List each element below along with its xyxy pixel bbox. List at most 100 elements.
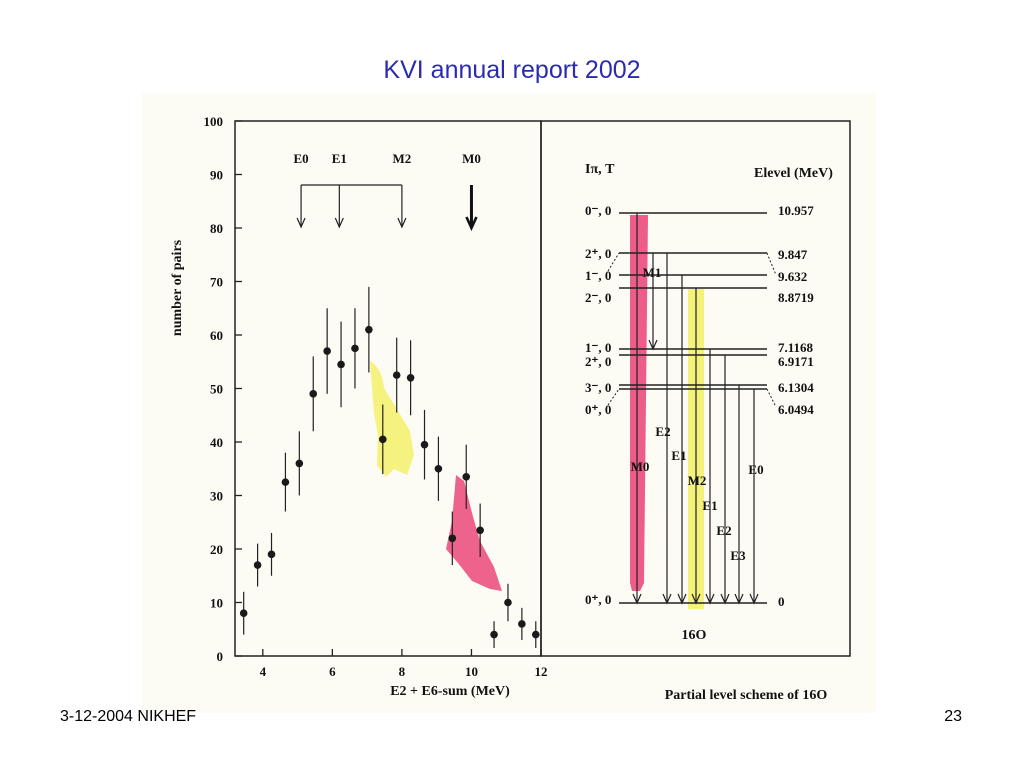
y-axis-ticks: 0 10 20 30 40 50 60 70 80 90 100 bbox=[204, 114, 242, 664]
level-spin-label: 2⁺, 0 bbox=[585, 354, 611, 369]
y-tick-label: 90 bbox=[210, 168, 223, 183]
level-scheme: Iπ, T Elevel (MeV) 0⁻, 0 10.957 2⁺, 0 9.847… bbox=[585, 162, 833, 609]
level-energy-label: 7.1168 bbox=[778, 340, 814, 355]
level-energy-label: 10.957 bbox=[778, 203, 814, 218]
transition-arrowhead bbox=[749, 593, 759, 605]
y-tick-label: 10 bbox=[210, 596, 223, 611]
level-scheme-header-left: Iπ, T bbox=[585, 162, 615, 177]
data-point bbox=[434, 464, 443, 473]
level-spin-label: 1⁻, 0 bbox=[585, 340, 611, 355]
marker-arrowhead-bold bbox=[465, 216, 478, 232]
level-spin-label: 0⁻, 0 bbox=[585, 203, 611, 218]
level-energy-label: 9.632 bbox=[778, 269, 807, 284]
y-tick-label: 50 bbox=[210, 382, 223, 397]
data-point bbox=[518, 620, 526, 628]
x-axis-ticks: 4 6 8 10 12 bbox=[260, 649, 548, 679]
transition-arrowhead bbox=[677, 593, 687, 605]
data-point bbox=[365, 325, 373, 334]
level-spin-label: 0⁺, 0 bbox=[585, 592, 611, 607]
data-point bbox=[531, 630, 540, 639]
data-point bbox=[253, 561, 262, 569]
data-point bbox=[378, 435, 387, 444]
slide-title: KVI annual report 2002 bbox=[383, 56, 641, 84]
level-scheme-frame bbox=[540, 120, 851, 657]
level-spin-label: 2⁻, 0 bbox=[585, 290, 611, 305]
level-energy-label: 6.1304 bbox=[778, 380, 814, 395]
x-tick-label: 8 bbox=[399, 664, 406, 679]
data-point bbox=[351, 344, 359, 353]
transition-arrowhead bbox=[662, 593, 672, 605]
transition-label: M2 bbox=[688, 473, 707, 488]
y-axis-label: number of pairs bbox=[170, 239, 185, 336]
data-point bbox=[309, 390, 318, 398]
y-tick-label: 100 bbox=[204, 114, 224, 129]
level-connector bbox=[766, 252, 777, 276]
transition-label: E1 bbox=[702, 498, 717, 513]
level-scheme-caption: Partial level scheme of 16O bbox=[665, 688, 828, 703]
page-number: 23 bbox=[944, 708, 962, 725]
level-connector bbox=[766, 388, 777, 408]
y-tick-label: 60 bbox=[210, 328, 223, 343]
pink-highlight-m0-peak bbox=[446, 475, 502, 591]
transition-label: M0 bbox=[631, 459, 650, 474]
x-tick-label: 10 bbox=[465, 664, 478, 679]
level-spin-label: 3⁻, 0 bbox=[585, 380, 611, 395]
level-connector bbox=[607, 252, 620, 272]
nucleus-label: 16O bbox=[682, 628, 707, 643]
level-spin-label: 1⁻, 0 bbox=[585, 268, 611, 283]
marker-arrowhead bbox=[296, 217, 306, 229]
figure-scan: 0 10 20 30 40 50 60 70 80 90 100 4 6 8 10 12 number of… bbox=[142, 93, 876, 713]
footer-date-org: 3-12-2004 NIKHEF bbox=[60, 708, 197, 725]
transition-arrowhead bbox=[632, 593, 642, 605]
transition-arrowhead bbox=[648, 339, 658, 351]
transition-label: E1 bbox=[671, 448, 686, 463]
transition-label: E0 bbox=[748, 462, 763, 477]
x-tick-label: 12 bbox=[535, 664, 548, 679]
level-spin-label: 2⁺, 0 bbox=[585, 246, 611, 261]
data-point bbox=[420, 440, 429, 449]
data-point bbox=[476, 526, 484, 535]
data-point bbox=[323, 347, 331, 355]
transition-arrowhead bbox=[734, 593, 744, 605]
data-point bbox=[239, 609, 248, 617]
transition-arrowhead bbox=[705, 593, 715, 605]
level-energy-label: 8.8719 bbox=[778, 290, 814, 305]
transition-label: M1 bbox=[643, 265, 662, 280]
y-tick-label: 20 bbox=[210, 542, 223, 557]
data-point bbox=[490, 630, 498, 639]
data-point bbox=[337, 360, 345, 369]
y-tick-label: 0 bbox=[217, 649, 224, 664]
x-axis-label: E2 + E6-sum (MeV) bbox=[390, 684, 510, 699]
transition-label: E3 bbox=[730, 548, 746, 563]
data-point bbox=[504, 598, 512, 607]
y-tick-label: 70 bbox=[210, 275, 223, 290]
transition-label: E2 bbox=[655, 424, 670, 439]
level-scheme-header-right: Elevel (MeV) bbox=[754, 166, 833, 181]
data-point bbox=[281, 478, 290, 486]
y-tick-label: 30 bbox=[210, 489, 223, 504]
x-tick-label: 4 bbox=[260, 664, 267, 679]
data-point bbox=[267, 550, 276, 559]
transition-label: E2 bbox=[716, 523, 731, 538]
data-point bbox=[295, 459, 304, 468]
marker-label: M2 bbox=[393, 151, 412, 166]
transition-arrowhead bbox=[720, 593, 730, 605]
scatter-points bbox=[239, 286, 540, 648]
y-tick-label: 40 bbox=[210, 435, 223, 450]
marker-arrowhead bbox=[334, 217, 344, 229]
data-point bbox=[392, 371, 401, 379]
level-energy-label: 6.0494 bbox=[778, 402, 814, 417]
x-tick-label: 6 bbox=[329, 664, 336, 679]
marker-label: E1 bbox=[332, 151, 347, 166]
marker-label: E0 bbox=[293, 151, 308, 166]
level-energy-label: 9.847 bbox=[778, 247, 808, 262]
marker-arrowhead bbox=[397, 217, 407, 229]
level-spin-label: 0⁺, 0 bbox=[585, 402, 611, 417]
transition-arrowhead bbox=[691, 593, 701, 605]
transition-markers: E0 E1 M2 M0 bbox=[293, 151, 481, 232]
data-point bbox=[448, 534, 457, 543]
yellow-highlight-m2-peak bbox=[370, 361, 414, 477]
figure-svg: 0 10 20 30 40 50 60 70 80 90 100 4 6 8 10 12 number of… bbox=[170, 114, 851, 703]
marker-label: M0 bbox=[462, 151, 481, 166]
data-point bbox=[462, 472, 471, 481]
